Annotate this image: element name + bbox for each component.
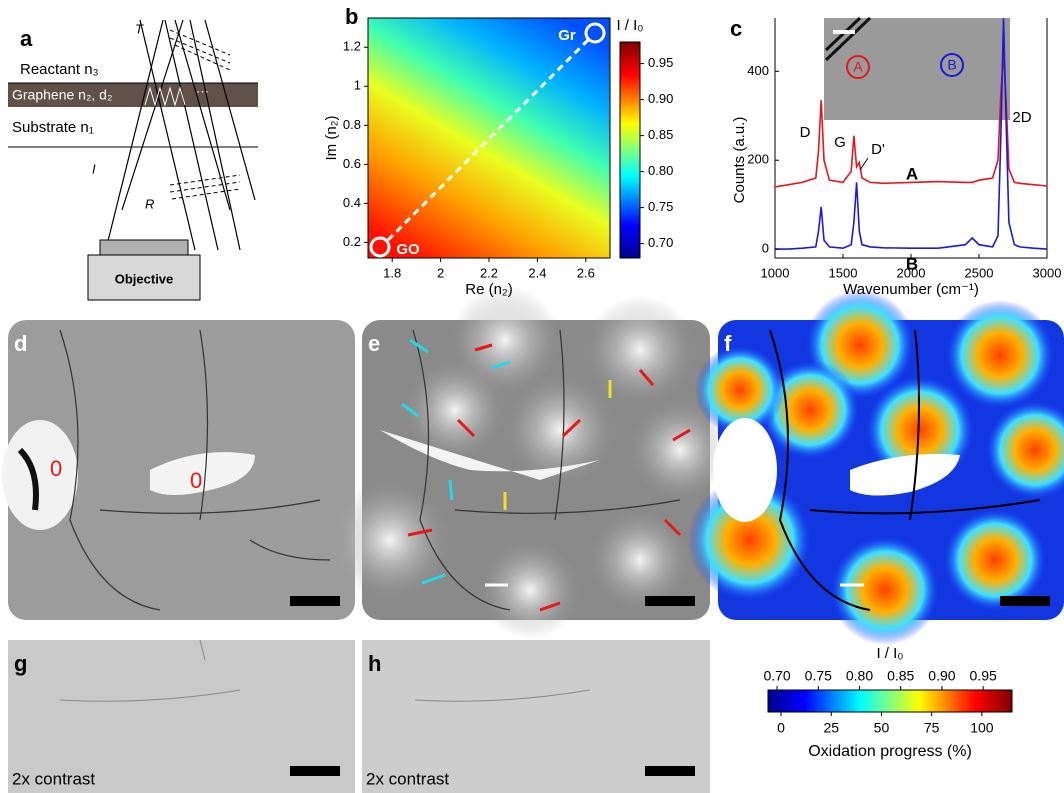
caption: 2x contrast — [366, 769, 449, 788]
colorbar-tick-label: 100 — [970, 720, 994, 736]
colorbar-tick-label: 50 — [874, 720, 890, 736]
x-tick-label: 2.6 — [577, 265, 595, 280]
oxidized-region — [713, 418, 777, 522]
x-tick-label: 2.2 — [480, 265, 498, 280]
colorbar-tick-label: 0.85 — [887, 668, 914, 684]
ray-label: T — [135, 21, 144, 36]
x-tick-label: 2500 — [965, 265, 994, 280]
wavefronts — [170, 30, 240, 199]
layer-label: Graphene n₂, d₂ — [12, 87, 112, 103]
colorbar — [768, 690, 1012, 712]
y-tick-label: 1.2 — [343, 39, 361, 54]
inset-label: B — [947, 57, 956, 73]
inset-label: A — [853, 59, 863, 75]
y-tick-label: 0 — [762, 241, 769, 256]
oxidized-region — [2, 420, 78, 530]
y-tick-label: 0.6 — [343, 156, 361, 171]
x-tick-label: 3000 — [1033, 265, 1062, 280]
colorbar-tick-label: 0.75 — [648, 199, 673, 214]
ray-label: I — [92, 161, 96, 176]
peak-label: D' — [871, 141, 885, 158]
colorbar-title: I / I₀ — [876, 645, 903, 662]
panel-label: f — [724, 331, 732, 356]
y-tick-label: 0.8 — [343, 117, 361, 132]
diagram-a: a T Reactant n₃ Graphene n₂, d₂ ··· Subs… — [8, 20, 258, 300]
colorbar-tick-label: 0.85 — [648, 127, 673, 142]
panel-label: a — [20, 26, 33, 51]
colorbar-tick-label: 0.75 — [805, 668, 832, 684]
image-panels: d e f g h 0 0 2x contrast 2x contrast — [2, 285, 1064, 793]
panel-label: b — [345, 4, 358, 29]
panel-label: c — [730, 16, 742, 41]
y-tick-label: 400 — [747, 63, 769, 78]
colorbar-tick-label: 0.80 — [648, 163, 673, 178]
inset-scale-bar — [833, 30, 855, 34]
x-tick-label: 2.4 — [528, 265, 546, 280]
x-axis-label: Re (n₂) — [465, 281, 513, 298]
caption: 2x contrast — [12, 769, 95, 788]
region-label: 0 — [190, 468, 202, 493]
colorbar-tick-label: 0.90 — [648, 91, 673, 106]
panel-label: g — [14, 651, 27, 676]
peak-label: D — [800, 124, 811, 141]
region-label: 0 — [50, 456, 62, 481]
peak-arrow — [860, 158, 868, 170]
figure: a T Reactant n₃ Graphene n₂, d₂ ··· Subs… — [0, 0, 1064, 793]
colorbar-tick-label: 25 — [823, 720, 839, 736]
y-tick-label: 1 — [354, 78, 361, 93]
annotation: Gr — [558, 27, 576, 44]
series-label: A — [906, 164, 918, 183]
colorbar-tick-label: 0.90 — [928, 668, 955, 684]
peak-label: 2D — [1012, 109, 1031, 126]
x-tick-label: 2 — [437, 265, 444, 280]
x-tick-label: 1.8 — [383, 265, 401, 280]
colorbar-tick-label: 75 — [924, 720, 940, 736]
y-axis-label: Counts (a.u.) — [731, 117, 748, 204]
x-tick-label: 2000 — [897, 265, 926, 280]
layer-label: Reactant n₃ — [20, 61, 99, 78]
y-axis-label: Im (n₂) — [323, 116, 340, 161]
y-tick-label: 0.4 — [343, 195, 361, 210]
panel-label: e — [368, 331, 380, 356]
x-axis-label: Wavenumber (cm⁻¹) — [843, 281, 979, 298]
colorbar-tick-label: 0.80 — [846, 668, 873, 684]
colorbar-label: Oxidation progress (%) — [808, 743, 972, 760]
ray-label: R — [145, 196, 154, 211]
objective-top — [100, 240, 188, 255]
layer-label: ··· — [196, 83, 209, 98]
y-tick-label: 200 — [747, 152, 769, 167]
colorbar-tick-label: 0.70 — [763, 668, 790, 684]
colorbar-title: I / I₀ — [616, 17, 643, 34]
colorbar-tick-label: 0.95 — [648, 55, 673, 70]
colorbar — [620, 42, 640, 258]
y-tick-label: 0.2 — [343, 234, 361, 249]
panel-label: h — [368, 651, 381, 676]
annotation: GO — [396, 241, 420, 258]
layer-label: Substrate n₁ — [12, 119, 94, 136]
colorbar-tick-label: 0.70 — [648, 235, 673, 250]
x-tick-label: 1000 — [761, 265, 790, 280]
colorbar-tick-label: 0 — [777, 720, 785, 736]
panel-label: d — [14, 331, 27, 356]
rays — [107, 20, 255, 250]
peak-label: G — [834, 134, 846, 151]
x-tick-label: 1500 — [829, 265, 858, 280]
colorbar-tick-label: 0.95 — [970, 668, 997, 684]
objective-label: Objective — [115, 271, 174, 286]
